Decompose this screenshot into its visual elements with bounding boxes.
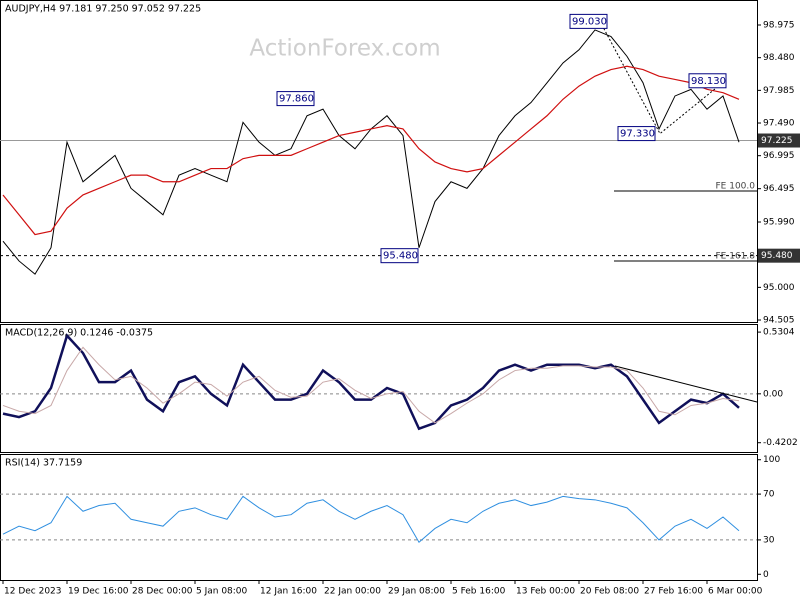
y-tick-label: 95.000 xyxy=(763,283,795,293)
panel-frame xyxy=(0,454,758,581)
x-tick-label: 19 Dec 16:00 xyxy=(68,587,129,597)
x-tick-label: 22 Jan 00:00 xyxy=(324,587,381,597)
panel-frame xyxy=(0,0,758,323)
price-label: 97.330 xyxy=(620,129,655,140)
y-tick-label: 98.975 xyxy=(763,21,795,31)
price-box xyxy=(569,13,608,29)
support-box xyxy=(758,248,800,263)
price-label: 99.030 xyxy=(572,16,607,27)
series-line xyxy=(2,333,740,431)
price-box xyxy=(276,91,315,107)
panel-frame xyxy=(0,324,758,453)
y-tick-label: 100 xyxy=(763,455,780,465)
y-tick-label: 0 xyxy=(763,570,769,580)
panel-title: AUDJPY,H4 97.181 97.250 97.052 97.225 xyxy=(5,4,201,15)
price-label: 97.860 xyxy=(279,94,314,105)
y-tick-label: 96.995 xyxy=(763,151,795,161)
x-tick-label: 20 Feb 08:00 xyxy=(580,587,639,597)
x-tick-label: 12 Jan 16:00 xyxy=(260,587,317,597)
last-price-label: 97.225 xyxy=(761,136,793,146)
x-tick-label: 27 Feb 16:00 xyxy=(644,587,703,597)
y-tick-label: 70 xyxy=(763,490,775,500)
y-tick-label: 30 xyxy=(763,535,775,545)
price-label: 95.480 xyxy=(383,251,418,262)
series-line xyxy=(2,495,740,543)
fe-label: FE 100.0 xyxy=(716,181,756,191)
support-axis-label: 95.480 xyxy=(761,251,793,261)
y-tick-label: 0.00 xyxy=(763,389,783,399)
x-tick-label: 5 Feb 16:00 xyxy=(452,587,506,597)
last-price-box xyxy=(758,133,800,148)
x-tick-label: 12 Dec 2023 xyxy=(4,587,62,597)
trendline xyxy=(614,365,758,403)
price-box xyxy=(617,126,656,142)
x-tick-label: 6 Mar 00:00 xyxy=(708,587,763,597)
price-box xyxy=(688,73,727,89)
panel-title: RSI(14) 37.7159 xyxy=(5,458,82,469)
price-box xyxy=(380,248,419,264)
price-label: 98.130 xyxy=(691,76,726,87)
x-tick-label: 28 Dec 00:00 xyxy=(132,587,193,597)
y-tick-label: 97.985 xyxy=(763,86,795,96)
series-line xyxy=(2,65,740,236)
watermark: ActionForex.com xyxy=(249,36,440,62)
y-tick-label: 0.5304 xyxy=(763,328,795,338)
y-tick-label: 97.490 xyxy=(763,119,795,129)
x-tick-label: 29 Jan 08:00 xyxy=(388,587,445,597)
panel-title: MACD(12,26,9) 0.1246 -0.0375 xyxy=(5,328,153,339)
series-line xyxy=(2,346,740,424)
fe-label: FE 161.8 xyxy=(716,251,756,261)
y-tick-label: -0.4202 xyxy=(763,438,798,448)
x-tick-label: 5 Jan 08:00 xyxy=(196,587,248,597)
y-tick-label: 96.495 xyxy=(763,184,795,194)
x-tick-label: 13 Feb 00:00 xyxy=(516,587,575,597)
y-tick-label: 94.505 xyxy=(763,316,795,326)
y-tick-label: 98.480 xyxy=(763,53,795,63)
y-tick-label: 95.990 xyxy=(763,218,795,228)
